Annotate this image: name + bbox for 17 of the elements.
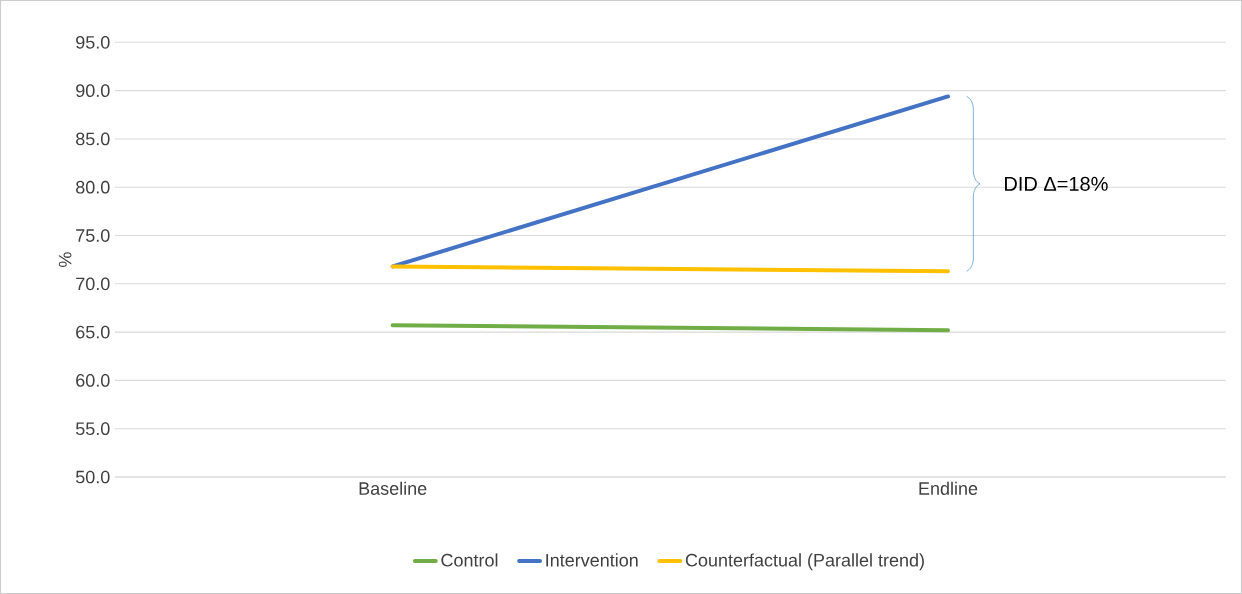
y-tick-label: 55.0 xyxy=(75,422,110,436)
y-tick-label: 80.0 xyxy=(76,180,110,194)
y-axis-title: % xyxy=(58,252,72,268)
legend-label: Counterfactual (Parallel trend) xyxy=(685,553,924,571)
y-tick-label: 65.0 xyxy=(76,325,110,339)
x-tick-label: Baseline xyxy=(359,481,427,495)
annotation: DID Δ=18% xyxy=(1005,176,1108,191)
y-tick-label: 95.0 xyxy=(76,35,110,49)
y-tick-label: 60.0 xyxy=(76,374,110,387)
legend-label: Intervention xyxy=(546,553,638,567)
x-tick-label: Endline xyxy=(919,481,978,495)
y-tick-label: 50.0 xyxy=(75,470,110,484)
y-tick-label: 85.0 xyxy=(76,132,110,146)
y-tick-label: 70.0 xyxy=(76,277,110,291)
y-tick-label: 75.0 xyxy=(76,229,110,242)
y-tick-label: 90.0 xyxy=(76,84,110,97)
legend-label: Control xyxy=(441,553,498,567)
